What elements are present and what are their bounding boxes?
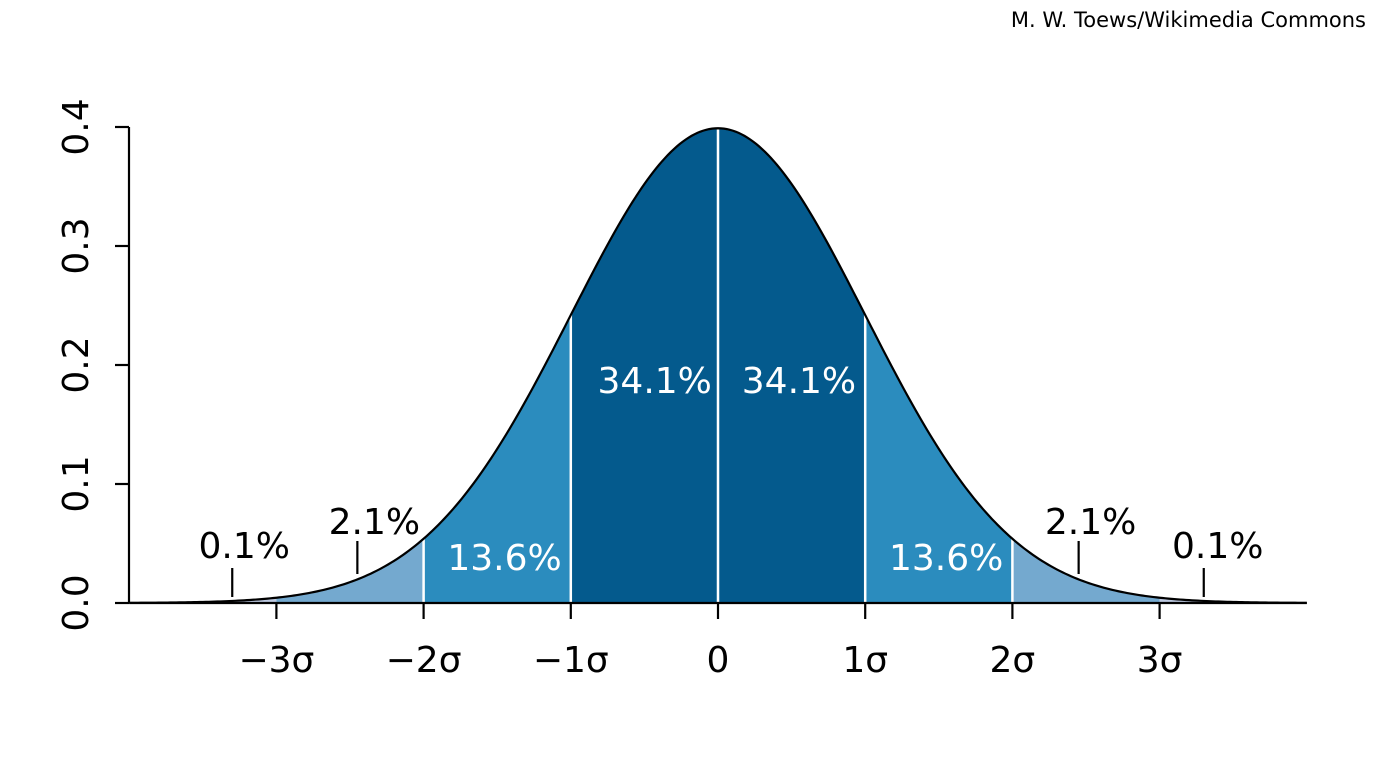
y-tick-label: 0.4 xyxy=(56,98,97,155)
x-tick-label: 2σ xyxy=(990,640,1036,681)
region-5 xyxy=(1012,538,1160,603)
annotation-label: 2.1% xyxy=(329,502,420,543)
x-tick-label: 0 xyxy=(707,640,730,681)
region-0 xyxy=(276,538,424,603)
x-tick-label: 1σ xyxy=(842,640,888,681)
x-tick-label: −2σ xyxy=(386,640,462,681)
region-percent-label: 13.6% xyxy=(447,538,561,579)
y-tick-label: 0.1 xyxy=(56,455,97,512)
y-tick-label: 0.2 xyxy=(56,336,97,393)
region-percent-label: 34.1% xyxy=(742,361,856,402)
region-percent-label: 34.1% xyxy=(598,361,712,402)
annotation-label: 2.1% xyxy=(1045,502,1136,543)
density-curve xyxy=(129,127,1307,604)
x-tick-label: −3σ xyxy=(238,640,314,681)
x-tick-label: 3σ xyxy=(1137,640,1183,681)
annotation-label: 0.1% xyxy=(199,526,290,567)
region-percent-label: 13.6% xyxy=(889,538,1003,579)
credit-text: M. W. Toews/Wikimedia Commons xyxy=(1010,8,1366,32)
y-tick-label: 0.0 xyxy=(56,574,97,631)
x-tick-label: −1σ xyxy=(533,640,609,681)
annotation-label: 0.1% xyxy=(1172,526,1263,567)
y-tick-label: 0.3 xyxy=(56,217,97,274)
